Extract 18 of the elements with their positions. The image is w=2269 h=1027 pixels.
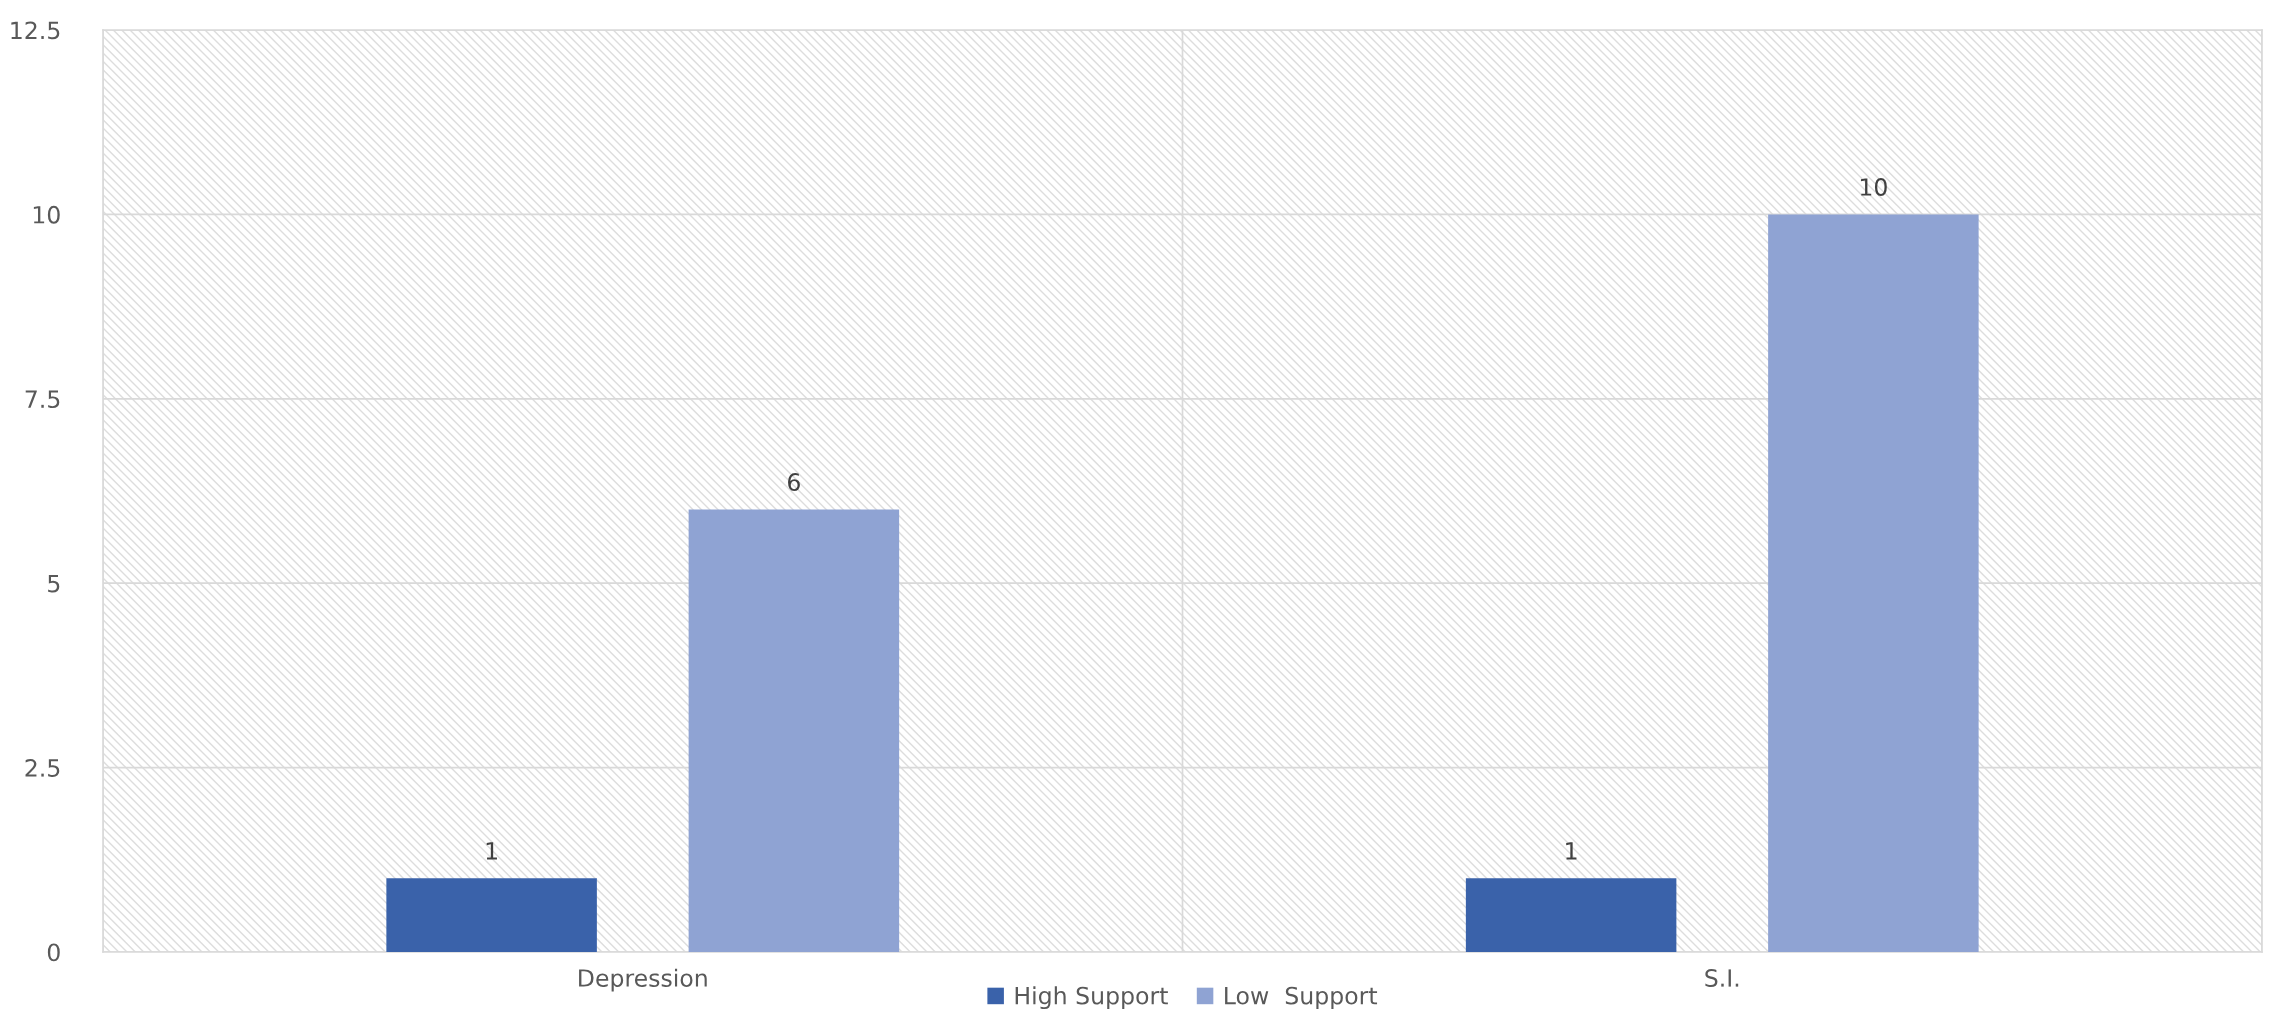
data-label: 6 xyxy=(788,473,800,491)
legend-label: High Support xyxy=(1015,986,1168,1010)
x-tick-label: Depression xyxy=(579,968,707,992)
y-tick-label: 10 xyxy=(33,205,60,224)
bar xyxy=(1768,214,1979,952)
bar xyxy=(688,509,900,952)
bar xyxy=(1465,878,1677,952)
x-tick-label: S.I. xyxy=(1705,969,1739,987)
y-tick-label: 12.5 xyxy=(11,21,60,40)
y-tick-label: 5 xyxy=(48,574,60,593)
y-tick-label: 2.5 xyxy=(25,759,60,777)
data-label: 10 xyxy=(1860,178,1887,196)
data-label: 1 xyxy=(1566,842,1577,860)
y-tick-label: 0 xyxy=(47,943,60,962)
bar xyxy=(386,878,597,952)
legend-label: Low Support xyxy=(1225,986,1378,1010)
data-label: 1 xyxy=(486,842,497,860)
y-tick-label: 7.5 xyxy=(25,390,60,409)
